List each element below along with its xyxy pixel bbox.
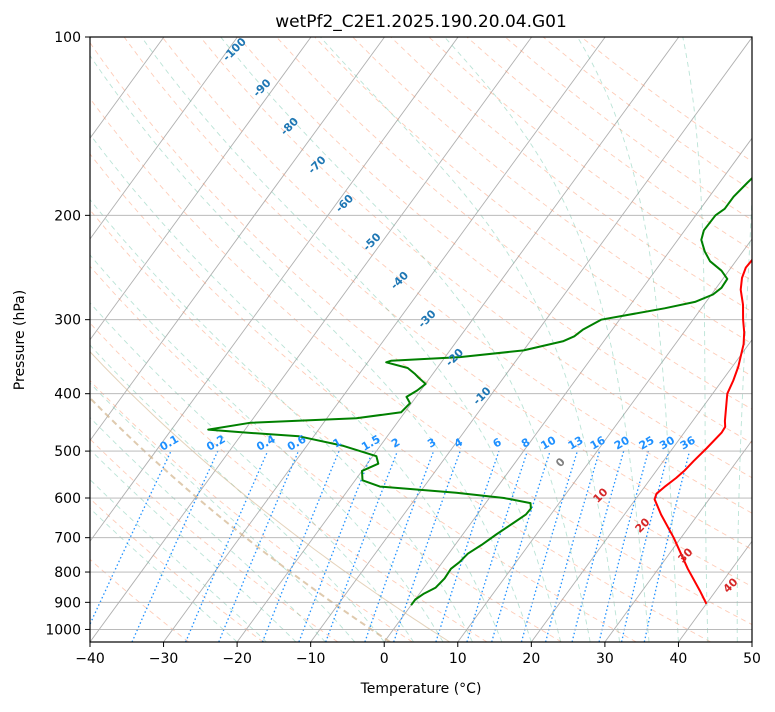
y-tick-label: 900 (54, 595, 81, 611)
y-tick-label: 200 (54, 208, 81, 224)
x-tick-label: −20 (222, 651, 252, 667)
x-tick-label: 30 (596, 651, 614, 667)
y-tick-label: 800 (54, 565, 81, 581)
x-axis-label: Temperature (°C) (360, 681, 482, 697)
y-axis-label: Pressure (hPa) (12, 290, 28, 390)
x-tick-label: 10 (449, 651, 467, 667)
x-tick-label: −30 (149, 651, 179, 667)
y-tick-label: 600 (54, 491, 81, 507)
x-tick-label: 50 (743, 651, 761, 667)
y-tick-label: 700 (54, 531, 81, 547)
x-tick-label: 20 (522, 651, 540, 667)
y-tick-label: 1000 (45, 622, 81, 638)
y-tick-label: 100 (54, 30, 81, 46)
y-tick-label: 300 (54, 313, 81, 329)
chart-title: wetPf2_C2E1.2025.190.20.04.G01 (275, 12, 567, 32)
y-tick-label: 400 (54, 387, 81, 403)
y-tick-label: 500 (54, 444, 81, 460)
x-tick-label: 40 (670, 651, 688, 667)
x-tick-label: −40 (75, 651, 105, 667)
x-tick-label: −10 (296, 651, 326, 667)
x-tick-label: 0 (380, 651, 389, 667)
